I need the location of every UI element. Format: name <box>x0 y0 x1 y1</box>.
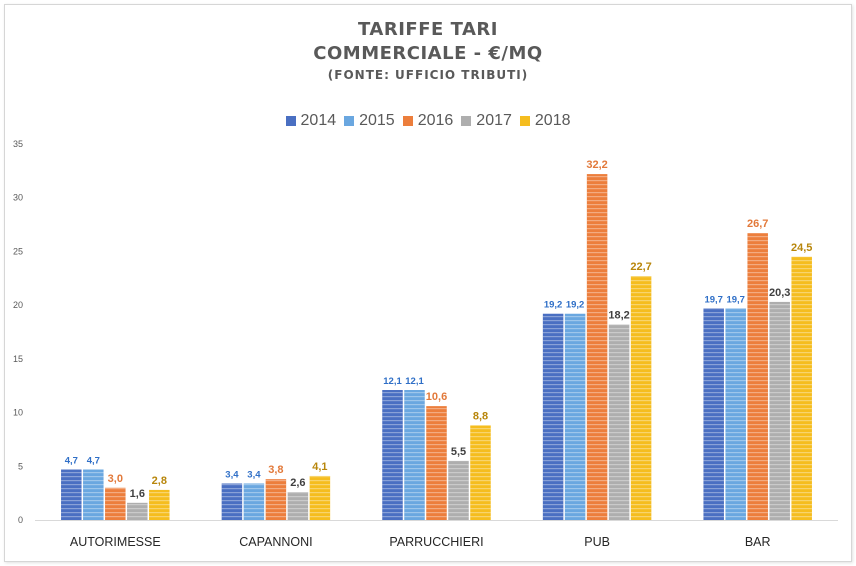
bar-texture <box>127 502 148 520</box>
bar-texture <box>105 487 126 520</box>
bar-texture <box>608 324 630 520</box>
data-label: 22,7 <box>630 261 651 273</box>
data-label: 12,1 <box>405 376 424 387</box>
data-label: 8,8 <box>473 410 488 422</box>
data-label: 2,8 <box>152 475 167 487</box>
y-tick-label: 35 <box>13 139 23 149</box>
legend-item-2016: 2016 <box>402 112 454 130</box>
data-label: 19,2 <box>544 300 563 311</box>
data-label: 4,1 <box>312 461 327 473</box>
bar-texture <box>725 308 746 520</box>
legend-swatch-2016 <box>402 116 413 126</box>
category-label: BAR <box>745 535 771 549</box>
bar-texture <box>265 479 287 520</box>
data-label: 10,6 <box>426 391 447 403</box>
bar-texture <box>747 233 768 520</box>
bar-texture <box>564 313 586 520</box>
chart-title-block: TARIFFE TARI COMMERCIALE - €/MQ (FONTE: … <box>0 18 856 84</box>
y-tick-label: 5 <box>18 461 23 471</box>
data-label: 3,4 <box>247 469 261 480</box>
bar-texture <box>769 301 790 520</box>
data-label: 18,2 <box>608 309 629 321</box>
data-label: 24,5 <box>791 242 812 254</box>
bar-texture <box>404 390 425 520</box>
legend-item-2015: 2015 <box>344 112 395 130</box>
chart-legend: 2014 2015 2016 2017 2018 <box>0 112 856 130</box>
legend-swatch-2014 <box>285 116 296 126</box>
bar-texture <box>426 406 447 520</box>
bar-texture <box>791 256 812 520</box>
bar-texture <box>149 489 170 520</box>
bar-texture <box>586 174 608 520</box>
bar-texture <box>287 492 309 520</box>
legend-swatch-2015 <box>344 116 355 126</box>
bar-texture <box>61 469 82 520</box>
y-tick-label: 10 <box>13 408 23 418</box>
data-label: 3,4 <box>225 469 239 480</box>
bar-texture <box>630 276 652 520</box>
data-label: 3,8 <box>268 464 283 476</box>
bar-texture <box>382 390 403 520</box>
data-label: 19,7 <box>726 294 745 305</box>
data-label: 1,6 <box>130 488 145 500</box>
data-label: 12,1 <box>383 376 402 387</box>
legend-label: 2016 <box>417 112 454 129</box>
bar-texture <box>83 469 104 520</box>
y-tick-label: 25 <box>13 246 23 256</box>
data-label: 26,7 <box>747 218 768 230</box>
data-label: 4,7 <box>65 456 78 467</box>
category-label: AUTORIMESSE <box>70 535 161 549</box>
legend-swatch-2018 <box>519 116 530 126</box>
legend-item-2014: 2014 <box>285 112 337 130</box>
legend-swatch-2017 <box>461 116 472 126</box>
bar-texture <box>243 483 265 520</box>
data-label: 19,7 <box>704 294 723 305</box>
data-label: 32,2 <box>586 159 607 171</box>
data-label: 5,5 <box>451 446 466 458</box>
legend-label: 2015 <box>359 112 395 129</box>
y-tick-label: 30 <box>13 193 23 203</box>
bar-texture <box>703 308 724 520</box>
legend-label: 2014 <box>300 112 337 129</box>
data-label: 3,0 <box>108 473 123 485</box>
bar-texture <box>221 483 243 520</box>
bar-texture <box>448 460 469 520</box>
legend-label: 2017 <box>476 112 512 129</box>
y-tick-label: 15 <box>13 354 23 364</box>
bar-texture <box>309 475 331 520</box>
chart-title-line-1: TARIFFE TARI <box>358 19 498 40</box>
data-label: 2,6 <box>290 477 305 489</box>
bar-texture <box>542 313 564 520</box>
data-label: 4,7 <box>87 456 100 467</box>
legend-item-2017: 2017 <box>461 112 512 130</box>
chart-source-line: (FONTE: UFFICIO TRIBUTI) <box>327 68 529 82</box>
category-label: CAPANNONI <box>239 535 312 549</box>
chart-title-line-2: COMMERCIALE - €/MQ <box>313 43 543 64</box>
y-tick-label: 20 <box>13 300 23 310</box>
category-label: PUB <box>584 535 610 549</box>
legend-label: 2018 <box>534 112 571 129</box>
bar-texture <box>470 425 491 520</box>
y-tick-label: 0 <box>18 515 23 525</box>
data-label: 19,2 <box>566 300 585 311</box>
legend-item-2018: 2018 <box>519 112 571 130</box>
data-label: 20,3 <box>769 287 790 299</box>
category-label: PARRUCCHIERI <box>389 535 483 549</box>
